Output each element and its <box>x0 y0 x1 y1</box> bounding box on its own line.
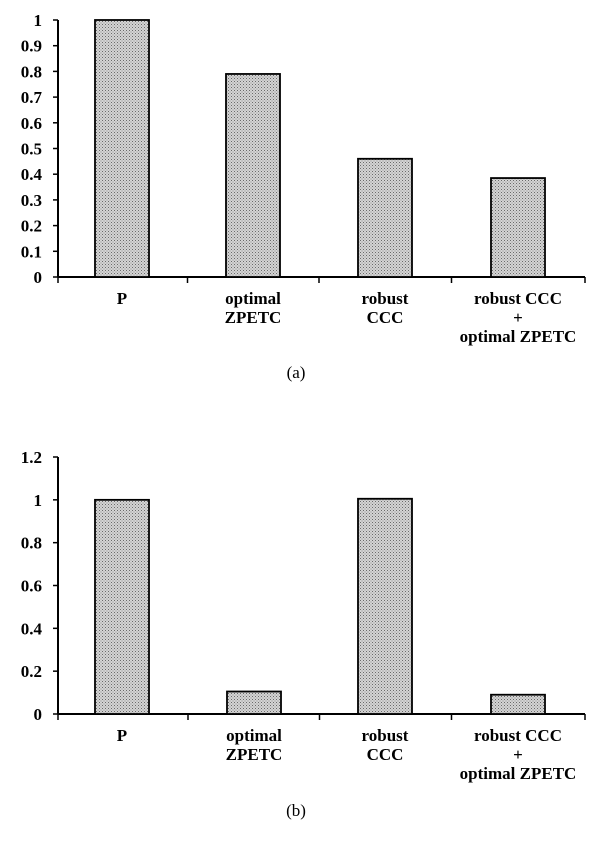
x-category-label: robust CCC + optimal ZPETC <box>460 726 577 783</box>
x-category-label: robust CCC + optimal ZPETC <box>460 289 577 346</box>
bar <box>226 690 282 715</box>
y-tick-label: 0.6 <box>21 114 42 133</box>
y-tick-label: 1 <box>34 11 43 30</box>
y-tick-label: 0.7 <box>21 88 43 107</box>
x-category-label: P <box>117 726 127 745</box>
bar <box>357 157 413 278</box>
y-tick-label: 1.2 <box>21 448 42 467</box>
y-tick-label: 0.4 <box>21 619 43 638</box>
y-tick-label: 0.6 <box>21 577 42 596</box>
y-tick-label: 0 <box>34 705 43 724</box>
y-tick-label: 0.4 <box>21 165 43 184</box>
y-tick-label: 0.5 <box>21 140 42 159</box>
bar <box>94 498 150 715</box>
y-tick-label: 0 <box>34 268 43 287</box>
bar <box>490 693 546 715</box>
chart-caption: (b) <box>286 801 306 820</box>
bar <box>94 19 150 278</box>
y-tick-label: 0.2 <box>21 217 42 236</box>
x-category-label: optimal ZPETC <box>225 289 282 327</box>
x-category-label: robust CCC <box>362 726 409 764</box>
x-category-label: robust CCC <box>362 289 409 327</box>
y-tick-label: 0.2 <box>21 662 42 681</box>
y-tick-label: 0.1 <box>21 242 42 261</box>
bar <box>225 73 281 278</box>
chart-caption: (a) <box>287 363 306 382</box>
y-tick-label: 0.3 <box>21 191 42 210</box>
y-tick-label: 0.8 <box>21 534 42 553</box>
y-tick-label: 0.9 <box>21 37 42 56</box>
chart-a: 0 0.1 0.2 0.3 0.4 0.5 0.6 0.7 0.8 0.9 1 P optimal ZPE… <box>21 11 586 382</box>
y-tick-label: 0.8 <box>21 62 42 81</box>
y-tick-label: 1 <box>34 491 43 510</box>
bar <box>357 497 413 715</box>
x-category-label: P <box>117 289 127 308</box>
bar <box>490 177 546 278</box>
chart-b: 0 0.2 0.4 0.6 0.8 1 1.2 P optimal ZPETC robust CCC r… <box>21 448 586 820</box>
x-category-label: optimal ZPETC <box>226 726 283 764</box>
